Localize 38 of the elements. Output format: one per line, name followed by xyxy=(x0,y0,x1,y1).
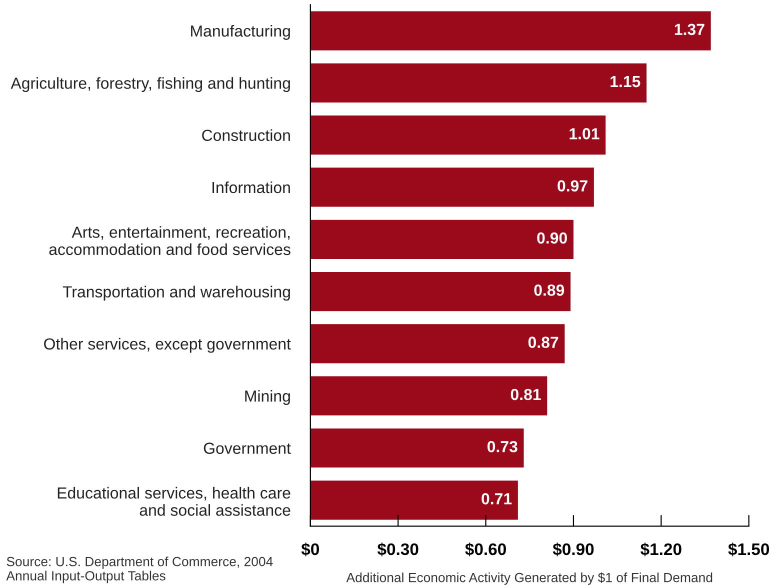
bar xyxy=(310,428,524,468)
bar xyxy=(310,480,518,520)
bar xyxy=(310,116,606,155)
y-tick-label: Mining xyxy=(245,390,290,405)
y-tick-label: Arts, entertainment, recreation, accommodation and food services xyxy=(49,226,290,256)
y-tick-label: Other services, except government xyxy=(44,338,291,353)
bar xyxy=(310,63,647,102)
x-tick-label: $0.60 xyxy=(465,542,506,556)
bar xyxy=(310,11,711,50)
y-tick-label: Transportation and warehousing xyxy=(62,286,290,301)
source-note: Source: U.S. Department of Commerce, 2004 Annual Input-Output Tables xyxy=(6,556,273,584)
data-label: 1.37 xyxy=(674,24,704,36)
y-tick-label: Government xyxy=(204,442,291,454)
x-axis-title: Additional Economic Activity Generated by $1 of Final Demand xyxy=(346,572,712,585)
x-tick-label: $1.50 xyxy=(728,542,770,556)
bar xyxy=(310,272,571,312)
data-label: 0.87 xyxy=(528,336,558,348)
x-tick-label: $0 xyxy=(301,542,319,556)
bar xyxy=(310,220,574,259)
x-tick-label: $0.30 xyxy=(377,542,418,556)
bar xyxy=(310,376,548,416)
data-label: 0.90 xyxy=(537,232,567,244)
data-label: 0.73 xyxy=(487,440,518,452)
x-tick-label: $0.90 xyxy=(552,542,594,556)
y-tick-label: Information xyxy=(212,181,290,194)
data-label: 0.81 xyxy=(510,388,541,400)
data-label: 0.71 xyxy=(482,493,512,504)
bar xyxy=(310,168,594,207)
data-label: 0.97 xyxy=(558,180,588,192)
data-label: 0.89 xyxy=(534,284,564,296)
y-tick-label: Educational services, health care and social assistance xyxy=(58,486,290,516)
bar xyxy=(310,324,565,364)
y-tick-label: Manufacturing xyxy=(191,24,290,40)
data-label: 1.01 xyxy=(570,128,600,140)
y-tick-label: Agriculture, forestry, fishing and hunting xyxy=(10,77,290,92)
x-tick-label: $1.20 xyxy=(640,542,682,556)
data-label: 1.15 xyxy=(610,76,640,88)
y-tick-label: Construction xyxy=(202,129,290,142)
